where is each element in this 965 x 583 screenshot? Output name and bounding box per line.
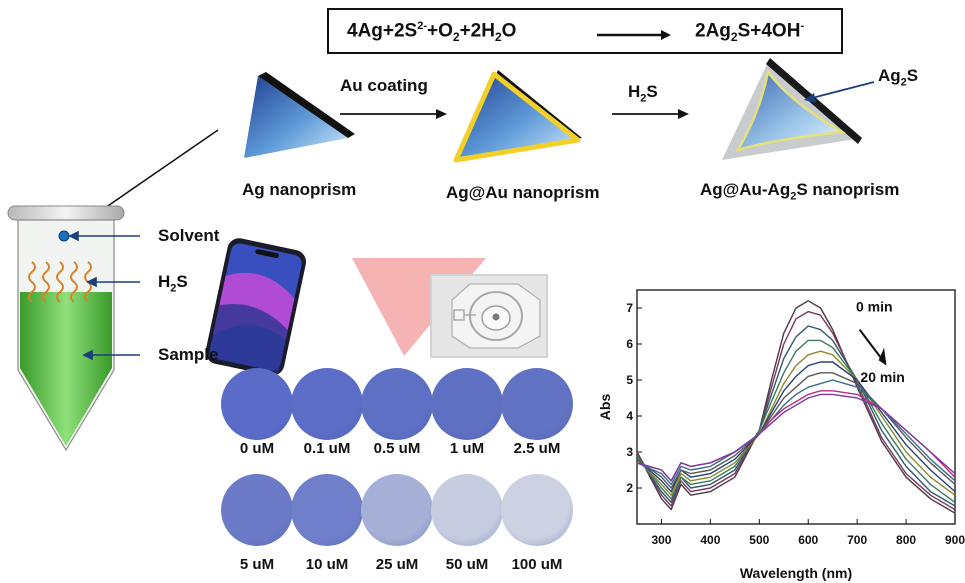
ag-au-nanoprism-icon xyxy=(453,70,582,163)
x-tick-label: 300 xyxy=(651,533,671,547)
h2s-step-label: H2S xyxy=(628,82,658,105)
y-tick-label: 4 xyxy=(626,409,633,423)
spectrum-line xyxy=(636,361,956,493)
test-spot xyxy=(501,368,573,440)
spectrum-line xyxy=(636,300,956,514)
ag-nanoprism-label: Ag nanoprism xyxy=(242,180,357,199)
test-spot xyxy=(291,474,363,546)
time-arrowhead xyxy=(878,347,887,366)
test-spot xyxy=(291,368,363,440)
x-tick-label: 900 xyxy=(945,533,965,547)
ag-au-ag2s-nanoprism-icon xyxy=(722,58,862,160)
sample-arrowhead xyxy=(82,349,93,361)
test-spot xyxy=(361,368,433,440)
spectrum-line xyxy=(636,372,956,489)
spectrum-line xyxy=(636,339,956,503)
y-tick-label: 3 xyxy=(626,445,633,459)
equation-arrow xyxy=(597,30,671,40)
test-spot xyxy=(361,474,433,546)
ag-au-nanoprism-label: Ag@Au nanoprism xyxy=(446,183,600,202)
plot-frame xyxy=(636,289,956,525)
spectrum-line xyxy=(636,350,956,496)
test-spot xyxy=(431,368,503,440)
x-tick-label: 400 xyxy=(700,533,720,547)
spectrum-line xyxy=(636,310,956,511)
concentration-label: 1 uM xyxy=(449,440,485,457)
test-spot xyxy=(501,474,573,546)
concentration-label: 50 uM xyxy=(445,556,489,573)
reaction-equation-box: 4Ag+2S2-+O2+2H2O 2Ag2S+4OH- xyxy=(327,8,843,54)
x-tick-label: 500 xyxy=(749,533,769,547)
au-coating-arrow xyxy=(340,109,447,119)
y-tick-label: 2 xyxy=(626,481,633,495)
ag2s-callout-arrow xyxy=(804,81,875,103)
y-tick-label: 6 xyxy=(626,337,633,351)
y-tick-label: 7 xyxy=(626,301,633,315)
ag2s-callout-label: Ag2S xyxy=(878,66,919,89)
y-tick-label: 5 xyxy=(626,373,633,387)
x-axis-label: Wavelength (nm) xyxy=(740,565,852,581)
solvent-arrowhead xyxy=(68,230,79,242)
x-tick-label: 700 xyxy=(847,533,867,547)
au-coating-label: Au coating xyxy=(340,76,428,95)
equation-products: 2Ag2S+4OH- xyxy=(695,20,805,45)
time-arrow xyxy=(858,328,885,363)
x-tick-label: 800 xyxy=(896,533,916,547)
test-spot xyxy=(431,474,503,546)
concentration-label: 25 uM xyxy=(375,556,419,573)
concentration-label: 100 uM xyxy=(511,556,563,573)
concentration-label: 5 uM xyxy=(239,556,275,573)
concentration-label: 0 uM xyxy=(239,440,275,457)
test-spot xyxy=(221,368,293,440)
concentration-label: 0.1 uM xyxy=(303,440,351,457)
smartphone-icon xyxy=(205,238,307,376)
solvent-label: Solvent xyxy=(158,226,220,245)
ag-au-ag2s-nanoprism-label: Ag@Au-Ag2S nanoprism xyxy=(700,180,900,203)
test-tube-icon xyxy=(7,205,125,452)
concentration-label: 10 uM xyxy=(305,556,349,573)
annotation-end-time: 20 min xyxy=(860,369,904,385)
test-spot xyxy=(221,474,293,546)
concentration-label: 2.5 uM xyxy=(513,440,561,457)
spectrum-line xyxy=(636,393,956,482)
equation-reactants: 4Ag+2S2-+O2+2H2O xyxy=(347,20,517,45)
annotation-start-time: 0 min xyxy=(856,299,893,315)
ag-nanoprism-icon xyxy=(244,72,355,158)
concentration-label: 0.5 uM xyxy=(373,440,421,457)
h2s-tube-label: H2S xyxy=(158,272,188,295)
h2s-arrow xyxy=(612,109,689,119)
x-tick-label: 600 xyxy=(798,533,818,547)
absorbance-chart: 300 400 500 600 700 800 900 2 3 4 5 6 7 Wavelength (n… xyxy=(597,289,965,581)
microfluidic-chip-image xyxy=(430,274,548,358)
sample-label: Sample xyxy=(158,345,219,364)
h2s-tube-arrowhead xyxy=(86,276,97,288)
y-axis-label: Abs xyxy=(597,394,613,421)
